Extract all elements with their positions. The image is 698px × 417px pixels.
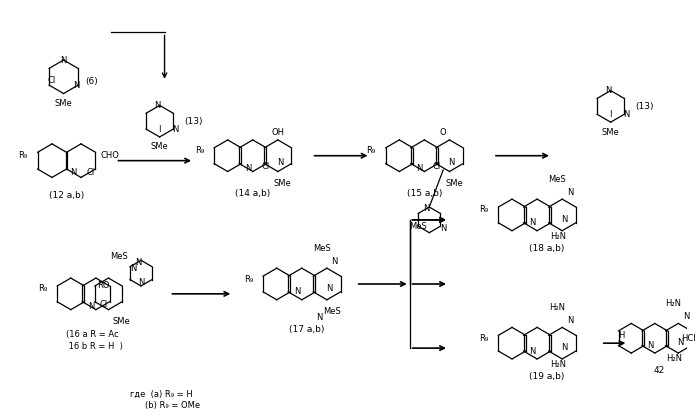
- Text: MeS: MeS: [110, 252, 128, 261]
- Text: SMe: SMe: [602, 128, 620, 136]
- Text: I: I: [158, 125, 161, 133]
- Text: MeS: MeS: [408, 222, 426, 231]
- Text: N: N: [316, 313, 322, 322]
- Text: N: N: [561, 344, 567, 352]
- Text: N: N: [677, 338, 683, 347]
- Text: N: N: [561, 215, 567, 224]
- Text: где  (a) R₉ = H: где (a) R₉ = H: [131, 390, 193, 399]
- Text: 16 b R = H  ): 16 b R = H ): [66, 342, 123, 351]
- Text: Cl: Cl: [433, 162, 441, 171]
- Text: H₂N: H₂N: [550, 360, 565, 369]
- Text: SMe: SMe: [112, 317, 131, 326]
- Text: (13): (13): [635, 102, 653, 111]
- Text: N: N: [416, 164, 423, 173]
- Text: CHO: CHO: [100, 151, 119, 160]
- Text: I: I: [609, 110, 612, 119]
- Text: Cl: Cl: [48, 76, 57, 85]
- Text: R₉: R₉: [244, 274, 253, 284]
- Text: N: N: [529, 219, 535, 227]
- Text: N: N: [154, 101, 161, 110]
- Text: (17 a,b): (17 a,b): [289, 325, 325, 334]
- Text: N: N: [130, 264, 136, 273]
- Text: (19 a,b): (19 a,b): [529, 372, 565, 381]
- Text: N: N: [61, 55, 67, 65]
- Text: (15 a,b): (15 a,b): [407, 189, 442, 198]
- Text: (b) R₉ = OMe: (b) R₉ = OMe: [145, 401, 200, 410]
- Text: SMe: SMe: [54, 99, 73, 108]
- Text: N: N: [646, 341, 653, 350]
- Text: H: H: [618, 331, 625, 340]
- Text: SMe: SMe: [274, 179, 292, 188]
- Text: MeS: MeS: [323, 307, 341, 316]
- Text: (18 a,b): (18 a,b): [529, 244, 565, 253]
- Text: (12 a,b): (12 a,b): [49, 191, 84, 200]
- Text: R₉: R₉: [480, 334, 489, 343]
- Text: N: N: [70, 168, 76, 177]
- Text: N: N: [326, 284, 332, 293]
- Text: H₂N: H₂N: [550, 232, 565, 241]
- Text: N: N: [138, 279, 144, 287]
- Text: R₉: R₉: [195, 146, 204, 155]
- Text: N: N: [683, 312, 690, 321]
- Text: MeS: MeS: [549, 175, 566, 184]
- Text: R₉: R₉: [38, 284, 47, 294]
- Text: H₂N: H₂N: [667, 354, 683, 364]
- Text: (16 a R = Ac: (16 a R = Ac: [66, 330, 119, 339]
- Text: N: N: [332, 257, 338, 266]
- Text: N: N: [135, 258, 141, 267]
- Text: SMe: SMe: [445, 179, 463, 188]
- Text: (14 a,b): (14 a,b): [235, 189, 270, 198]
- Text: N: N: [172, 125, 179, 133]
- Text: MeS: MeS: [313, 244, 331, 253]
- Text: Cl: Cl: [100, 300, 108, 309]
- Text: N: N: [73, 80, 80, 90]
- Text: H₂N: H₂N: [665, 299, 681, 308]
- Text: N: N: [567, 316, 573, 325]
- Text: N: N: [88, 302, 94, 311]
- Text: OH: OH: [272, 128, 284, 136]
- Text: N: N: [623, 110, 630, 119]
- Text: SMe: SMe: [151, 142, 168, 151]
- Text: N: N: [276, 158, 283, 166]
- Text: R₉: R₉: [480, 206, 489, 214]
- Text: N: N: [440, 224, 447, 233]
- Text: H₂N: H₂N: [549, 303, 565, 312]
- Text: N: N: [294, 287, 300, 296]
- Text: Cl: Cl: [87, 168, 95, 177]
- Text: Cl: Cl: [261, 162, 269, 171]
- Text: O: O: [440, 128, 447, 136]
- Text: R₉: R₉: [366, 146, 376, 155]
- Text: R₉: R₉: [18, 151, 27, 160]
- Text: 42: 42: [654, 366, 665, 375]
- Text: N: N: [529, 347, 535, 356]
- Text: N: N: [423, 204, 429, 214]
- Text: N: N: [245, 164, 251, 173]
- Text: N: N: [567, 188, 573, 197]
- Text: (13): (13): [184, 117, 202, 126]
- Text: RO: RO: [97, 281, 110, 291]
- Text: N: N: [605, 86, 612, 95]
- Text: HCl: HCl: [681, 334, 695, 343]
- Text: (6): (6): [85, 77, 98, 86]
- Text: N: N: [448, 158, 454, 166]
